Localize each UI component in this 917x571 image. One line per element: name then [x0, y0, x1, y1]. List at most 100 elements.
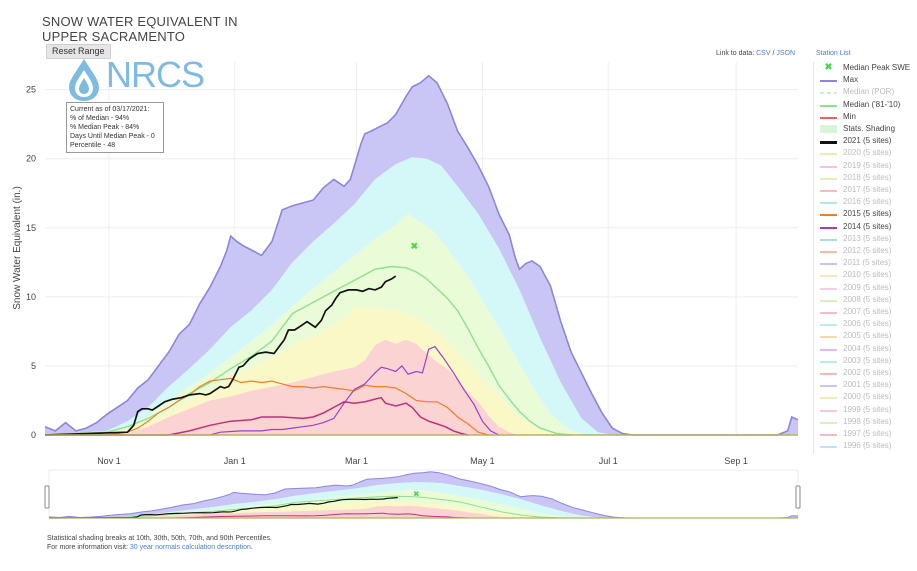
- legend-label: 2011 (5 sites): [843, 258, 891, 268]
- x-tick-label: Jul 1: [599, 456, 618, 466]
- legend-label: 2012 (5 sites): [843, 246, 892, 255]
- legend-swatch: [820, 177, 837, 180]
- data-links-separator: /: [772, 50, 775, 57]
- slider-2021-line: [48, 497, 398, 519]
- slider-p50-band: [49, 501, 798, 518]
- y-tick-label: 25: [26, 85, 36, 95]
- slider-max-line: [48, 471, 799, 519]
- legend-label: Max: [843, 75, 859, 85]
- y-tick-label: 0: [31, 430, 36, 440]
- legend-swatch: [820, 336, 837, 339]
- legend-label: 2009 (5 sites): [843, 282, 892, 292]
- footer-line-2-suffix: .: [250, 544, 253, 551]
- legend-swatch: [820, 116, 837, 119]
- legend-marker-icon: ✖: [824, 62, 833, 73]
- legend-swatch: [820, 125, 837, 133]
- info-line-days-until-peak: Days Until Median Peak - 0: [70, 133, 155, 140]
- legend-swatch: [820, 92, 837, 95]
- p10-p30-shading-band: [45, 339, 798, 435]
- slider-p70-band: [49, 489, 798, 518]
- legend-swatch: [820, 385, 837, 388]
- slider-min-line: [49, 512, 470, 519]
- data-links: Link to data: CSV / JSON: [716, 50, 795, 57]
- legend-swatch: [820, 165, 837, 168]
- legend-label: 2010 (5 sites): [843, 270, 892, 280]
- y-tick-label: 20: [26, 154, 36, 164]
- legend-label: 1997 (5 sites): [843, 429, 892, 438]
- legend-swatch: [820, 275, 837, 278]
- range-handle-right[interactable]: [795, 485, 801, 509]
- y-tick-label: 10: [26, 292, 36, 302]
- legend-swatch: [820, 153, 837, 156]
- legend-label: 2008 (5 sites): [843, 294, 892, 304]
- legend-label: 2015 (5 sites): [843, 209, 892, 219]
- normals-description-link[interactable]: 30 year normals calculation description: [129, 544, 251, 551]
- p70-p90-shading-band: [45, 157, 798, 436]
- footer-line-2: For more information visit: 30 year norm…: [47, 543, 272, 552]
- info-line-date: Current as of 03/17/2021:: [70, 106, 150, 113]
- legend-label: 2002 (5 sites): [843, 368, 892, 377]
- legend-label: 2005 (5 sites): [843, 331, 892, 341]
- range-slider[interactable]: [44, 469, 801, 519]
- legend-swatch: [820, 263, 837, 266]
- legend-swatch: [820, 360, 837, 363]
- x-tick-label: Mar 1: [345, 456, 368, 466]
- legend-swatch: [820, 348, 837, 351]
- info-line-median: % of Median - 94%: [70, 115, 130, 122]
- legend-label: 2019 (5 sites): [843, 160, 892, 170]
- x-tick-label: Nov 1: [97, 456, 121, 466]
- legend-label: 1999 (5 sites): [843, 404, 892, 414]
- reset-range-button[interactable]: Reset Range: [46, 44, 111, 59]
- range-handle-left[interactable]: [44, 485, 50, 509]
- station-list-link[interactable]: Station List: [816, 50, 851, 57]
- y-tick-label: 5: [31, 361, 36, 371]
- legend-label: Median ('81-'10): [843, 99, 901, 109]
- legend-label: 2017 (5 sites): [843, 185, 892, 194]
- p50-p70-shading-band: [45, 214, 798, 435]
- legend-label: 2003 (5 sites): [843, 355, 892, 365]
- legend-swatch: [820, 80, 837, 83]
- legend-label: 2013 (5 sites): [843, 233, 892, 243]
- x-tick-label: Jan 1: [224, 456, 246, 466]
- p30-p50-shading-band: [45, 307, 798, 435]
- legend-swatch: [820, 409, 837, 412]
- series-2014-line: [45, 345, 500, 436]
- legend-swatch: [820, 214, 837, 217]
- legend-swatch: [820, 190, 837, 192]
- legend-label: 2006 (5 sites): [843, 319, 892, 329]
- y-tick-label: 15: [26, 223, 36, 233]
- legend-label: 2018 (5 sites): [843, 172, 892, 182]
- data-links-prefix: Link to data:: [716, 50, 755, 57]
- legend-label: Median (POR): [843, 87, 895, 97]
- legend-swatch: [820, 373, 837, 375]
- footer-line-2-prefix: For more information visit:: [47, 544, 128, 551]
- min-line: [45, 396, 469, 436]
- legend-swatch: [820, 251, 837, 253]
- chart-title-line-1: SNOW WATER EQUIVALENT IN: [42, 14, 238, 29]
- legend-swatch: [820, 312, 837, 314]
- legend-swatch: [820, 324, 837, 327]
- slider-median-peak-icon: [413, 491, 419, 497]
- legend-swatch: [820, 421, 837, 424]
- legend-swatch: [820, 287, 837, 290]
- json-link[interactable]: JSON: [776, 50, 796, 57]
- legend-swatch: [820, 446, 837, 449]
- legend-swatch: [820, 434, 837, 436]
- legend-label: 2020 (5 sites): [843, 148, 892, 158]
- info-line-percentile: Percentile - 48: [70, 142, 116, 149]
- legend-label: 2007 (5 sites): [843, 307, 892, 316]
- legend-label: 2001 (5 sites): [843, 380, 892, 390]
- series-2015-line: [45, 377, 489, 436]
- legend-swatch: [820, 141, 837, 144]
- csv-link[interactable]: CSV: [756, 50, 771, 57]
- x-tick-label: May 1: [470, 456, 495, 466]
- legend-label: Min: [843, 111, 856, 121]
- legend-swatch: [820, 238, 837, 241]
- legend-label: Stats. Shading: [843, 124, 896, 133]
- legend-label: 1998 (5 sites): [843, 416, 892, 426]
- main-plot-area[interactable]: 0 5 10 15 20 25 Nov 1 Jan 1 Mar 1 May 1 Jul 1 Sep 1…: [12, 62, 799, 466]
- legend-swatch: [820, 202, 837, 205]
- legend-label: 1996 (5 sites): [843, 441, 892, 451]
- chart-title-line-2: UPPER SACRAMENTO: [42, 29, 186, 44]
